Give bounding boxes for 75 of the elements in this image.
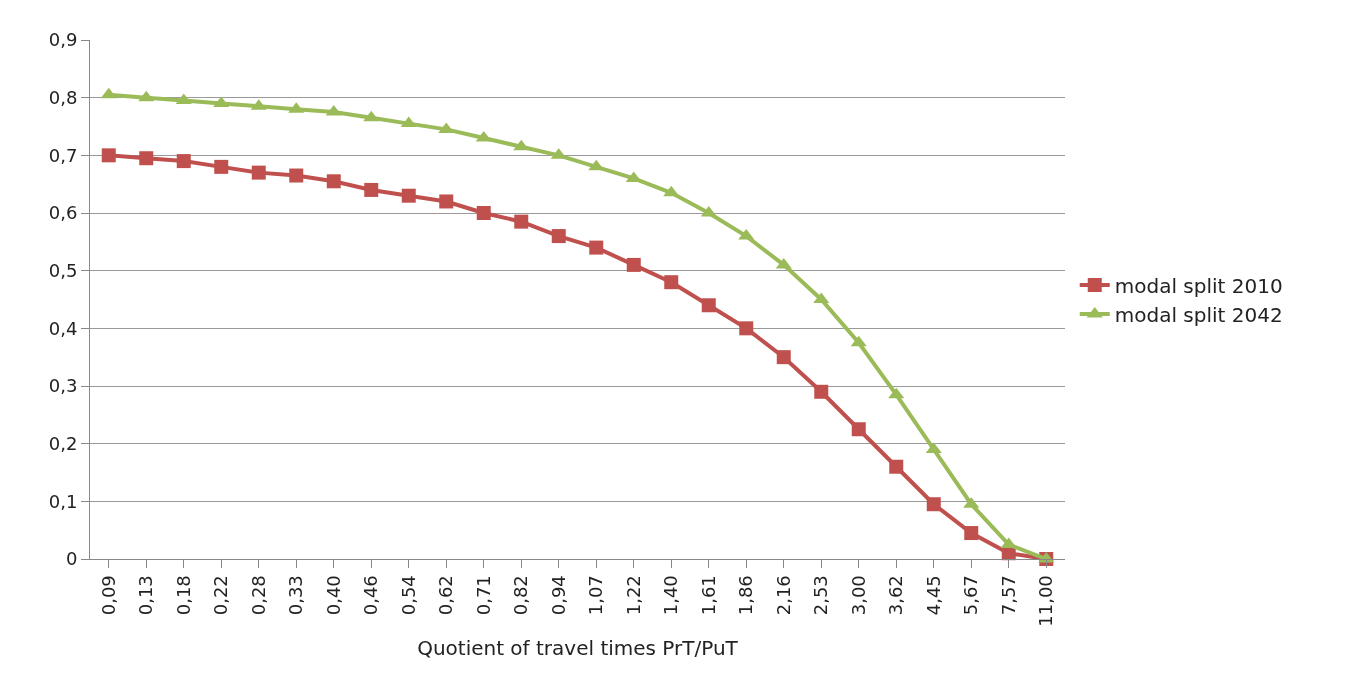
point bbox=[626, 257, 641, 272]
x-tick-label: 7,57 bbox=[997, 575, 1019, 616]
point bbox=[739, 321, 754, 336]
x-tick-label: 2,16 bbox=[772, 575, 794, 616]
point bbox=[663, 185, 680, 197]
point bbox=[101, 148, 116, 163]
point bbox=[926, 497, 941, 512]
point bbox=[814, 384, 829, 399]
point bbox=[364, 182, 379, 197]
x-tick-label: 0,40 bbox=[322, 575, 344, 616]
x-tick-label: 5,67 bbox=[960, 575, 982, 616]
point bbox=[888, 387, 905, 399]
point bbox=[775, 257, 792, 269]
point bbox=[664, 275, 679, 290]
x-tick-label: 1,86 bbox=[735, 575, 757, 616]
point bbox=[1000, 537, 1017, 549]
point bbox=[551, 229, 566, 244]
point bbox=[701, 298, 716, 313]
x-tick-label: 11,00 bbox=[1035, 575, 1057, 627]
point bbox=[889, 459, 904, 474]
x-tick-label: 2,53 bbox=[810, 575, 832, 616]
y-tick-label: 0,9 bbox=[48, 29, 78, 51]
point bbox=[964, 526, 979, 541]
x-tick-label: 1,40 bbox=[660, 575, 682, 616]
point bbox=[363, 110, 380, 122]
x-tick-label: 0,13 bbox=[135, 575, 157, 616]
x-tick-label: 1,61 bbox=[697, 575, 719, 616]
y-tick-label: 0,1 bbox=[48, 490, 78, 512]
y-tick-label: 0 bbox=[65, 548, 78, 570]
point bbox=[439, 194, 454, 209]
point bbox=[251, 165, 266, 180]
x-tick-label: 0,71 bbox=[472, 575, 494, 616]
x-tick-label: 0,62 bbox=[435, 575, 457, 616]
point bbox=[513, 139, 530, 151]
point bbox=[588, 159, 605, 171]
x-tick-label: 0,54 bbox=[397, 575, 419, 616]
y-tick-label: 0,8 bbox=[48, 86, 78, 108]
point bbox=[401, 188, 416, 203]
y-tick-label: 0,7 bbox=[48, 144, 78, 166]
x-tick-label: 3,62 bbox=[885, 575, 907, 616]
x-tick-label: 0,22 bbox=[210, 575, 232, 616]
x-tick-label: 0,18 bbox=[172, 575, 194, 616]
y-tick-label: 0,3 bbox=[48, 375, 78, 397]
y-tick-label: 0,2 bbox=[48, 432, 78, 454]
point bbox=[326, 174, 341, 189]
x-tick-label: 0,33 bbox=[285, 575, 307, 616]
point bbox=[214, 159, 229, 174]
point bbox=[851, 422, 866, 437]
x-tick-label: 0,09 bbox=[97, 575, 119, 616]
x-tick-label: 0,94 bbox=[547, 575, 569, 616]
point bbox=[776, 350, 791, 365]
x-tick-label: 0,28 bbox=[247, 575, 269, 616]
x-tick-label: 1,07 bbox=[585, 575, 607, 616]
y-tick-label: 0,6 bbox=[48, 202, 78, 224]
point bbox=[289, 168, 304, 183]
point bbox=[176, 154, 191, 169]
legend-label: modal split 2010 bbox=[1114, 273, 1283, 298]
point bbox=[514, 214, 529, 229]
x-tick-label: 3,00 bbox=[847, 575, 869, 616]
point bbox=[100, 87, 117, 99]
point bbox=[175, 93, 192, 105]
point bbox=[400, 116, 417, 128]
point bbox=[850, 335, 867, 347]
y-tick-label: 0,4 bbox=[48, 317, 78, 339]
x-axis-title: Quotient of travel times PrT/PuT bbox=[417, 636, 739, 661]
y-tick-label: 0,5 bbox=[48, 259, 78, 281]
point bbox=[589, 240, 604, 255]
x-tick-label: 1,22 bbox=[622, 575, 644, 616]
x-tick-label: 0,46 bbox=[360, 575, 382, 616]
point bbox=[138, 90, 155, 102]
point bbox=[139, 151, 154, 166]
x-tick-label: 4,45 bbox=[922, 575, 944, 616]
x-tick-label: 0,82 bbox=[510, 575, 532, 616]
point bbox=[476, 206, 491, 220]
legend-label: modal split 2042 bbox=[1114, 302, 1283, 327]
